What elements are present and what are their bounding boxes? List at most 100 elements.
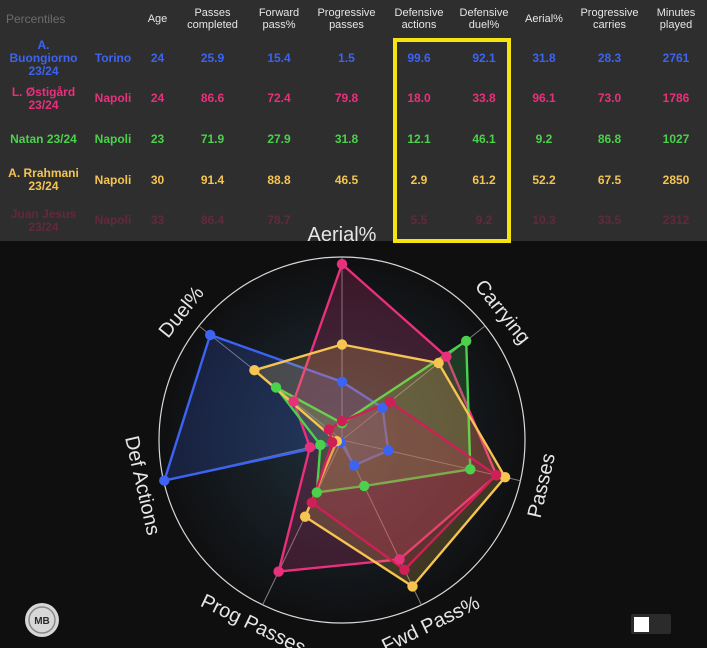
table-row: A. Buongiorno 23/24 Torino 24 25.9 15.4 1.5 99… xyxy=(0,38,707,79)
header-forward-pass: Forward pass% xyxy=(258,7,300,31)
stat-cell: 2761 xyxy=(662,50,690,65)
radar-point xyxy=(249,365,260,376)
radar-point xyxy=(288,396,299,407)
toggle-knob[interactable] xyxy=(634,617,649,632)
stat-cell: 33.5 xyxy=(597,213,622,228)
radar-point xyxy=(273,566,284,577)
radar-point xyxy=(394,554,405,565)
radar-spoke xyxy=(262,439,343,606)
header-aerial: Aerial% xyxy=(525,13,563,25)
radar-point xyxy=(499,472,511,483)
table-row: A. Rrahmani 23/24 Napoli 30 91.4 88.8 46.5 2.9… xyxy=(0,160,707,201)
radar-point xyxy=(384,396,396,407)
stat-cell: 61.2 xyxy=(472,172,496,187)
radar-spoke xyxy=(341,439,521,482)
stat-cell: 67.5 xyxy=(597,172,622,187)
stat-cell: 92.1 xyxy=(472,50,496,65)
stats-table-panel xyxy=(0,0,707,241)
stat-cell: 25.9 xyxy=(200,50,225,65)
header-passes-completed: Passes completed xyxy=(187,7,238,31)
radar-point xyxy=(433,357,444,369)
axis-label: Aerial% xyxy=(308,224,377,246)
stat-cell: 96.1 xyxy=(532,91,556,106)
stat-cell: 27.9 xyxy=(267,131,291,146)
radar-point xyxy=(359,480,370,492)
radar-point xyxy=(336,258,348,270)
stat-cell: 86.4 xyxy=(200,213,225,228)
stat-cell: 99.6 xyxy=(407,50,431,65)
stat-cell: 46.1 xyxy=(472,131,496,146)
player-name: Natan 23/24 xyxy=(10,131,77,146)
radar-point xyxy=(270,382,282,393)
stat-cell: 86.6 xyxy=(200,91,225,106)
radar-point xyxy=(315,439,326,451)
stat-cell: 2312 xyxy=(662,213,690,228)
stat-cell: 23 xyxy=(150,131,165,146)
stat-cell: 1786 xyxy=(662,91,690,106)
stat-cell: 52.2 xyxy=(532,172,556,187)
stat-cell: 9.2 xyxy=(475,213,493,228)
radar-point xyxy=(399,564,410,575)
logo-text: MB xyxy=(34,616,50,627)
radar-point xyxy=(327,437,338,448)
player-name: L. Østigård 23/24 xyxy=(11,84,76,112)
radar-point xyxy=(323,424,334,435)
stat-cell: 1027 xyxy=(662,131,690,146)
stat-cell: 86.8 xyxy=(597,131,622,146)
stat-cell: 72.4 xyxy=(267,91,291,106)
axis-label: Def Actions xyxy=(120,434,164,538)
stat-cell: 31.8 xyxy=(532,50,556,65)
header-defensive-actions: Defensive actions xyxy=(394,7,444,31)
team-name: Napoli xyxy=(94,91,132,106)
stat-cell: 1.5 xyxy=(338,50,355,65)
radar-point xyxy=(159,475,170,486)
radar-point xyxy=(461,335,472,347)
stat-cell: 24 xyxy=(150,50,165,65)
radar-point xyxy=(336,376,348,387)
stat-cell: 24 xyxy=(150,91,165,106)
stat-cell: 9.2 xyxy=(535,131,553,146)
table-row: Natan 23/24 Napoli 23 71.9 27.9 31.8 12.1 46.1 9… xyxy=(0,119,707,160)
header-age: Age xyxy=(147,13,168,25)
stat-cell: 2.9 xyxy=(410,172,428,187)
radar-point xyxy=(336,416,348,427)
radar-point xyxy=(441,351,452,362)
radar-point xyxy=(490,470,502,481)
stat-cell: 33.8 xyxy=(472,91,496,106)
table-header-row: Percentiles Age Passes completed Forward… xyxy=(0,0,707,38)
header-minutes-played: Minutes played xyxy=(656,7,696,31)
stat-cell: 46.5 xyxy=(334,172,359,187)
stat-cell: 33 xyxy=(150,213,165,228)
player-name: A. Buongiorno 23/24 xyxy=(9,37,78,78)
stat-cell: 18.0 xyxy=(407,91,431,106)
radar-point xyxy=(383,445,394,456)
stat-cell: 2850 xyxy=(662,172,690,187)
radar-point xyxy=(407,581,418,592)
header-progressive-passes: Progressive passes xyxy=(317,7,376,31)
stat-cell: 15.4 xyxy=(267,50,291,65)
stat-cell: 88.8 xyxy=(267,172,291,187)
theme-toggle[interactable] xyxy=(631,614,671,634)
table-row: L. Østigård 23/24 Napoli 24 86.6 72.4 79.8 18.… xyxy=(0,79,707,120)
stat-cell: 78.7 xyxy=(267,213,291,228)
header-percentiles: Percentiles xyxy=(6,12,66,26)
stat-cell: 91.4 xyxy=(200,172,225,187)
radar-point xyxy=(304,442,316,453)
stat-cell: 12.1 xyxy=(407,131,431,146)
radar-point xyxy=(311,487,322,498)
team-name: Napoli xyxy=(94,131,132,146)
stat-cell: 79.8 xyxy=(334,91,359,106)
logo: MB xyxy=(24,602,60,638)
stat-cell: 10.3 xyxy=(532,213,556,228)
team-name: Torino xyxy=(94,50,132,65)
stat-cell: 71.9 xyxy=(200,131,225,146)
radar-point xyxy=(205,329,216,341)
player-name: A. Rrahmani 23/24 xyxy=(8,166,79,194)
header-progressive-carries: Progressive carries xyxy=(580,7,639,31)
player-name: Juan Jesus 23/24 xyxy=(10,206,77,234)
radar-series-shape xyxy=(274,339,472,494)
team-name: Napoli xyxy=(94,172,132,187)
radar-series-shape xyxy=(277,262,498,573)
axis-label: Passes xyxy=(524,451,560,520)
